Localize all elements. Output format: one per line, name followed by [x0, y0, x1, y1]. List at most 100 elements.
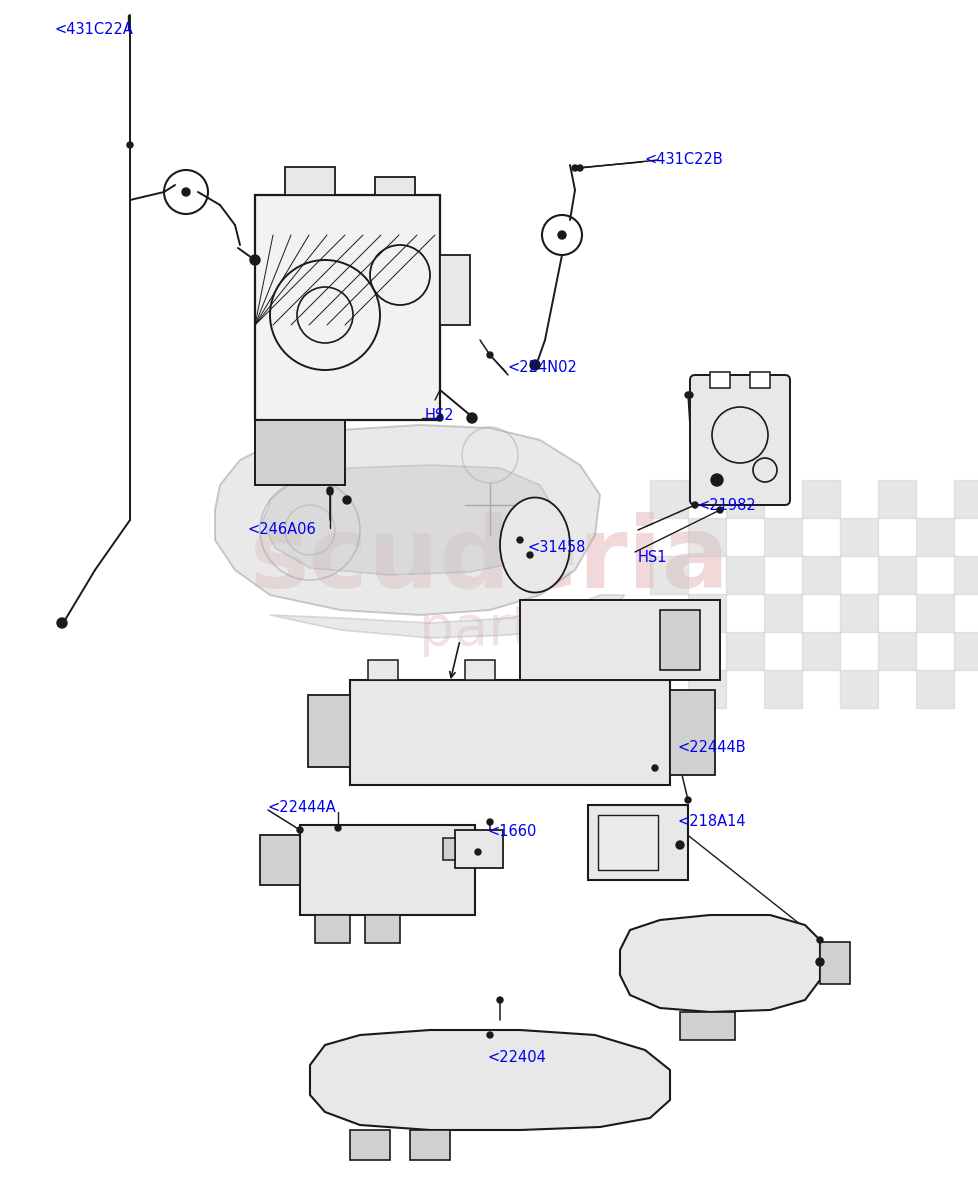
- Bar: [619, 660, 649, 680]
- Bar: [877, 480, 915, 518]
- FancyBboxPatch shape: [588, 805, 688, 880]
- Bar: [254, 420, 344, 485]
- Bar: [260, 835, 299, 886]
- Text: <224N02: <224N02: [508, 360, 577, 376]
- Circle shape: [182, 188, 190, 196]
- Polygon shape: [262, 464, 555, 575]
- Bar: [649, 480, 688, 518]
- Bar: [839, 518, 877, 556]
- Circle shape: [557, 230, 565, 239]
- Bar: [763, 670, 801, 708]
- Bar: [801, 480, 839, 518]
- FancyBboxPatch shape: [299, 826, 474, 914]
- Text: parts: parts: [419, 602, 560, 658]
- Bar: [669, 690, 714, 775]
- Circle shape: [710, 474, 723, 486]
- Bar: [709, 372, 730, 388]
- Text: <218A14: <218A14: [678, 815, 746, 829]
- Bar: [439, 254, 469, 325]
- Circle shape: [526, 552, 532, 558]
- Bar: [688, 670, 726, 708]
- Bar: [659, 610, 699, 670]
- Bar: [365, 914, 400, 943]
- Circle shape: [327, 490, 333, 494]
- Bar: [649, 556, 688, 594]
- Bar: [350, 1130, 389, 1160]
- Bar: [680, 1012, 734, 1040]
- Text: <31458: <31458: [527, 540, 586, 556]
- Bar: [953, 480, 978, 518]
- Circle shape: [691, 502, 697, 508]
- Bar: [839, 594, 877, 632]
- FancyBboxPatch shape: [689, 374, 789, 505]
- Text: <246A06: <246A06: [247, 522, 317, 538]
- Bar: [763, 594, 801, 632]
- Bar: [915, 518, 953, 556]
- Polygon shape: [619, 914, 820, 1012]
- Bar: [410, 1130, 450, 1160]
- Bar: [649, 632, 688, 670]
- FancyBboxPatch shape: [455, 830, 503, 868]
- FancyBboxPatch shape: [350, 680, 669, 785]
- Circle shape: [576, 164, 583, 170]
- Text: scuderia: scuderia: [249, 511, 730, 608]
- Bar: [801, 632, 839, 670]
- Bar: [285, 167, 334, 194]
- Bar: [915, 594, 953, 632]
- Bar: [465, 660, 495, 680]
- Circle shape: [342, 496, 351, 504]
- Circle shape: [685, 392, 690, 398]
- Polygon shape: [215, 425, 600, 614]
- Circle shape: [327, 487, 333, 493]
- Circle shape: [687, 392, 692, 398]
- Bar: [915, 670, 953, 708]
- Circle shape: [486, 818, 493, 826]
- Bar: [726, 556, 763, 594]
- Circle shape: [474, 850, 480, 854]
- Text: <431C22A: <431C22A: [54, 23, 133, 37]
- Circle shape: [296, 827, 302, 833]
- Circle shape: [516, 538, 522, 542]
- Circle shape: [467, 413, 476, 422]
- Bar: [726, 480, 763, 518]
- Circle shape: [57, 618, 67, 628]
- Text: <431C22B: <431C22B: [645, 152, 723, 168]
- Circle shape: [816, 958, 823, 966]
- Circle shape: [716, 506, 723, 514]
- Bar: [749, 372, 770, 388]
- Bar: [368, 660, 398, 680]
- Bar: [801, 556, 839, 594]
- Circle shape: [486, 352, 493, 358]
- Circle shape: [249, 254, 260, 265]
- FancyBboxPatch shape: [254, 194, 439, 420]
- Circle shape: [486, 1032, 493, 1038]
- Polygon shape: [310, 1030, 669, 1130]
- Polygon shape: [270, 595, 624, 638]
- Bar: [726, 632, 763, 670]
- Text: <21982: <21982: [697, 498, 756, 512]
- Text: <22444A: <22444A: [268, 800, 336, 816]
- Circle shape: [571, 164, 577, 170]
- FancyBboxPatch shape: [519, 600, 719, 680]
- Bar: [877, 556, 915, 594]
- Bar: [688, 518, 726, 556]
- Text: <22404: <22404: [487, 1050, 547, 1066]
- Circle shape: [817, 937, 822, 943]
- Text: HS2: HS2: [424, 408, 454, 422]
- Bar: [443, 838, 455, 860]
- Circle shape: [676, 841, 684, 850]
- Circle shape: [127, 142, 133, 148]
- Bar: [953, 632, 978, 670]
- Bar: [820, 942, 849, 984]
- Circle shape: [685, 797, 690, 803]
- Circle shape: [436, 415, 443, 421]
- Text: <22444B: <22444B: [678, 740, 746, 756]
- Bar: [839, 670, 877, 708]
- Text: <1660: <1660: [487, 824, 537, 840]
- Circle shape: [529, 360, 540, 370]
- Bar: [763, 518, 801, 556]
- Circle shape: [334, 826, 340, 830]
- Bar: [688, 594, 726, 632]
- Ellipse shape: [500, 498, 569, 593]
- Bar: [375, 176, 415, 194]
